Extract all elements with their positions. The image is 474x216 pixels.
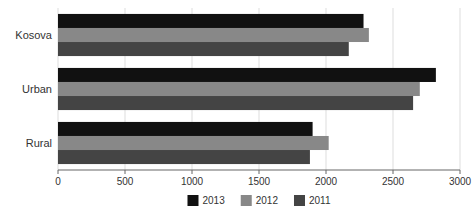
chart: 0 500 1000 1500 2000 2500 3000 Rural Urban Kosova… (0, 0, 474, 216)
category-label: Urban (22, 83, 52, 95)
grid-line (460, 8, 461, 170)
x-axis: 0 500 1000 1500 2000 2500 3000 (55, 170, 471, 187)
bar (58, 122, 313, 136)
category-label: Kosova (15, 29, 53, 41)
bar (58, 136, 329, 150)
tick-mark (125, 170, 126, 174)
tick-label: 500 (117, 176, 134, 187)
tick-label: 1000 (181, 176, 204, 187)
tick-mark (393, 170, 394, 174)
legend-swatch (241, 195, 252, 206)
legend-label: 2012 (256, 195, 279, 206)
y-axis: Rural Urban Kosova (15, 29, 53, 149)
tick-label: 1500 (248, 176, 271, 187)
legend-label: 2011 (309, 195, 331, 206)
tick-mark (192, 170, 193, 174)
tick-mark (58, 170, 59, 174)
chart-container: 0 500 1000 1500 2000 2500 3000 Rural Urban Kosova… (0, 0, 474, 216)
legend-item: 2012 (241, 195, 279, 206)
bar (58, 14, 364, 28)
tick-mark (259, 170, 260, 174)
bars (58, 14, 436, 164)
legend-item: 2013 (187, 195, 225, 206)
bar (58, 82, 420, 96)
legend-label: 2013 (202, 195, 225, 206)
tick-label: 0 (55, 176, 61, 187)
legend-swatch (187, 195, 198, 206)
bar (58, 96, 413, 110)
bar (58, 42, 349, 56)
tick-label: 3000 (449, 176, 472, 187)
bar (58, 28, 369, 42)
x-axis-line (58, 170, 460, 171)
bar (58, 68, 436, 82)
tick-mark (460, 170, 461, 174)
tick-label: 2000 (315, 176, 338, 187)
bar (58, 150, 310, 164)
tick-mark (326, 170, 327, 174)
grid (58, 8, 460, 170)
legend-swatch (294, 195, 305, 206)
legend: 2013 2012 2011 (187, 195, 330, 206)
category-label: Rural (26, 137, 52, 149)
tick-label: 2500 (382, 176, 405, 187)
legend-item: 2011 (294, 195, 331, 206)
